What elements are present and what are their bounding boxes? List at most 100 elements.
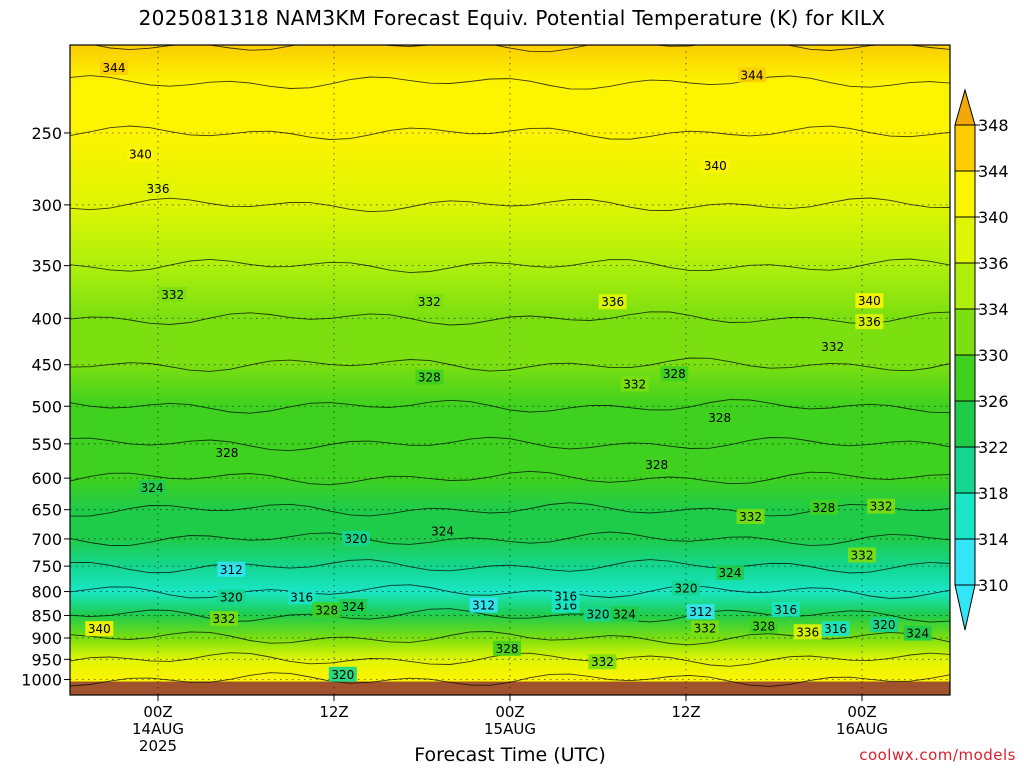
contour-label-bg-10 — [818, 338, 847, 354]
colorbar-label-348: 348 — [978, 116, 1009, 135]
contour-label-11: 332 — [623, 377, 646, 391]
colorbar-label-318: 318 — [978, 484, 1009, 503]
contour-label-18: 324 — [431, 525, 454, 539]
colorbar-label-334: 334 — [978, 300, 1009, 319]
contour-label-bg-19 — [342, 530, 370, 546]
colorbar-swatch-344 — [954, 124, 976, 172]
colorbar-swatch-326 — [954, 354, 976, 402]
contour-label-bg-41 — [588, 654, 617, 670]
isentrope-line-6 — [70, 559, 950, 574]
contour-label-bg-17 — [138, 479, 167, 495]
contour-label-bg-13 — [660, 366, 689, 382]
x-tick-label-2-0: 00Z — [495, 703, 524, 721]
contour-label-bg-24 — [217, 561, 246, 577]
x-axis-label: Forecast Time (UTC) — [414, 744, 606, 766]
colorbar-label-310: 310 — [978, 576, 1009, 595]
y-tick-label-400: 400 — [31, 309, 62, 328]
colorbar-swatch-336 — [954, 216, 976, 264]
y-tick-label-350: 350 — [31, 257, 62, 276]
chart-title: 2025081318 NAM3KM Forecast Equiv. Potent… — [138, 6, 886, 30]
y-tick-label-800: 800 — [31, 583, 62, 602]
contour-label-bg-21 — [809, 499, 838, 515]
isentrope-line-10 — [70, 436, 950, 452]
isentrope-line-8 — [70, 502, 950, 517]
x-tick-label-0-1: 14AUG — [132, 720, 184, 738]
contour-label-bg-47 — [903, 625, 932, 641]
site-credit[interactable]: coolwx.com/models — [859, 746, 1016, 764]
contour-label-bg-0 — [100, 59, 128, 75]
contour-label-23: 332 — [851, 548, 874, 562]
contour-label-17: 324 — [141, 481, 164, 495]
x-tick-label-2-1: 15AUG — [484, 720, 536, 738]
contour-label-3: 340 — [704, 159, 727, 173]
colorbar-swatch-310 — [954, 538, 976, 586]
contour-label-26: 316 — [290, 590, 313, 604]
contour-label-5: 336 — [601, 295, 624, 309]
contour-label-bg-20 — [736, 508, 765, 524]
colorbar: 310 314 318 322 326 330 334 336 340 344 348 — [954, 88, 1009, 631]
y-tick-label-1000: 1000 — [21, 671, 62, 690]
contour-label-bg-7 — [855, 314, 884, 330]
contour-label-bg-6 — [855, 293, 884, 309]
contour-label-bg-34 — [584, 606, 612, 622]
colorbar-swatch-314 — [954, 492, 976, 540]
contour-label-bg-28 — [339, 599, 368, 615]
contour-label-45: 316 — [824, 622, 847, 636]
contour-label-42: 332 — [694, 622, 717, 636]
y-tick-label-250: 250 — [31, 124, 62, 143]
contour-label-bg-4 — [144, 180, 172, 196]
contour-label-37: 316 — [774, 603, 797, 617]
contour-label-bg-25 — [217, 589, 246, 605]
isentrope-line-5 — [70, 584, 950, 599]
contour-label-bg-3 — [701, 158, 730, 174]
y-tick-label-850: 850 — [31, 606, 62, 625]
isentrope-line-13 — [70, 311, 950, 326]
contour-label-bg-9 — [415, 294, 444, 310]
contour-label-48: 320 — [331, 668, 354, 682]
contour-label-24: 312 — [220, 563, 243, 577]
contour-label-bg-46 — [870, 617, 898, 633]
contour-label-41: 332 — [591, 655, 614, 669]
contour-label-bg-44 — [793, 624, 822, 640]
contour-label-19: 320 — [345, 532, 368, 546]
contour-label-bg-38 — [672, 580, 700, 596]
contour-label-35: 324 — [613, 608, 636, 622]
contour-label-bg-1 — [738, 67, 766, 83]
colorbar-label-340: 340 — [978, 208, 1009, 227]
colorbar-swatch-318 — [954, 446, 976, 494]
contour-label-bg-11 — [620, 376, 649, 392]
contour-label-bg-14 — [705, 409, 734, 425]
contour-label-7: 336 — [858, 315, 881, 329]
isentrope-line-15 — [70, 197, 950, 213]
isentrope-line-16 — [70, 125, 950, 140]
contour-label-12: 328 — [418, 371, 441, 385]
x-tick-label-4-1: 16AUG — [836, 720, 888, 738]
contour-label-2: 340 — [129, 147, 152, 161]
contour-label-46: 320 — [873, 618, 896, 632]
contour-label-bg-2 — [126, 146, 155, 162]
x-tick-label-4-0: 00Z — [847, 703, 876, 721]
contour-label-14: 328 — [708, 411, 731, 425]
contour-label-bg-39 — [716, 564, 744, 580]
y-tick-label-500: 500 — [31, 397, 62, 416]
contour-label-33: 316 — [554, 589, 577, 603]
x-tick-label-1-0: 12Z — [319, 703, 348, 721]
contour-label-bg-36 — [686, 604, 715, 620]
contour-label-bg-22 — [867, 498, 896, 514]
contour-label-44: 336 — [796, 625, 819, 639]
contour-label-bg-45 — [821, 621, 850, 637]
contour-label-36: 312 — [689, 605, 712, 619]
contour-label-15: 328 — [645, 458, 668, 472]
contour-label-bg-16 — [212, 445, 241, 461]
contour-label-10: 332 — [821, 340, 844, 354]
colorbar-label-322: 322 — [978, 438, 1009, 457]
contour-label-13: 328 — [663, 367, 686, 381]
contour-label-bg-30 — [85, 621, 114, 637]
isentrope-line-17 — [70, 75, 950, 90]
contour-label-47: 324 — [906, 627, 929, 641]
colorbar-label-344: 344 — [978, 162, 1009, 181]
colorbar-label-314: 314 — [978, 530, 1009, 549]
colorbar-swatch-330 — [954, 308, 976, 356]
